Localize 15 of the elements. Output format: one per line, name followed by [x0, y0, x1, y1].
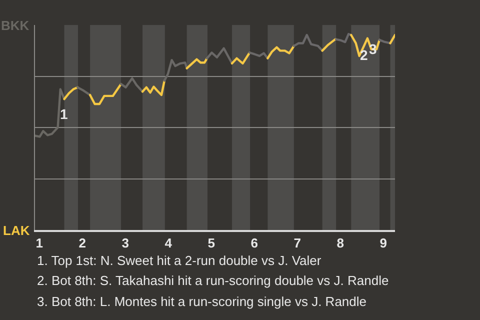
annotation: 2: [360, 47, 368, 63]
text: LAK: [3, 223, 30, 238]
x-tick-label: 9: [380, 236, 388, 251]
x-tick-label: 2: [78, 236, 86, 251]
x-tick-label: 4: [164, 236, 173, 251]
text: 2. Bot 8th: S. Takahashi hit a run-scoring double vs J. Randle: [37, 273, 389, 288]
x-tick-label: 7: [294, 236, 301, 251]
x-tick-label: 3: [122, 236, 129, 251]
x-tick-label: 6: [250, 236, 258, 251]
x-tick-label: 8: [336, 236, 344, 251]
text: 3. Bot 8th: L. Montes hit a run-scoring single vs J. Randle: [37, 294, 367, 309]
x-tick-label: 5: [208, 236, 215, 251]
annotation: 1: [60, 106, 68, 122]
text: 1. Top 1st: N. Sweet hit a 2-run double vs J. Valer: [37, 253, 322, 268]
x-tick-label: 1: [36, 236, 43, 251]
